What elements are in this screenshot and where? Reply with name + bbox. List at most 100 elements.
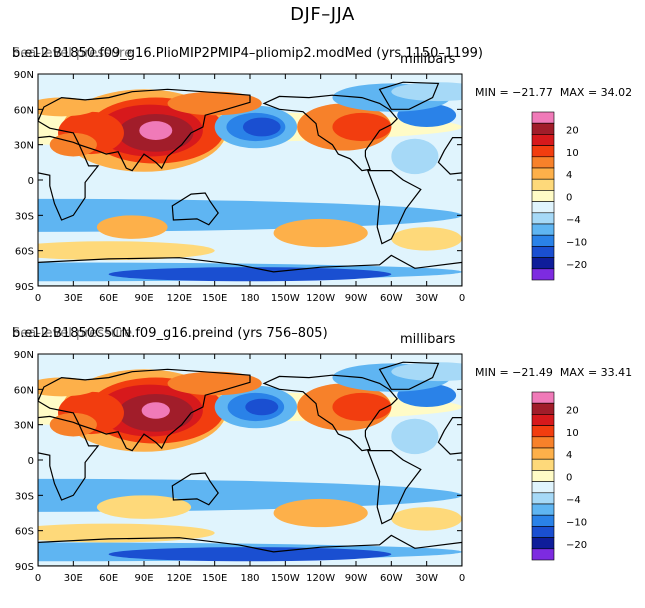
field-contour: [139, 121, 173, 140]
colorbar-swatch: [531, 548, 555, 561]
field-contour: [38, 172, 462, 192]
x-tick-label: 90W: [345, 293, 368, 304]
colorbar-swatch: [531, 223, 555, 236]
field-contour: [273, 498, 368, 528]
panel-title-case: b.e12.B1850.f09_g16.PlioMIP2: [12, 46, 210, 61]
panel-bottom: b.e12.B1850C5CN.f09_g16.preind (yrs 756–…: [0, 324, 645, 604]
min-label: MIN = −21.77: [475, 86, 553, 99]
coastline: [262, 374, 399, 452]
colorbar-swatch: [531, 111, 555, 124]
colorbar-label: −10: [566, 517, 587, 528]
y-tick-label: 90N: [14, 350, 34, 361]
colorbar-label: 10: [566, 428, 579, 439]
panel-units: millibars: [400, 332, 456, 347]
colorbar-swatch: [531, 414, 555, 426]
y-tick-label: 30N: [14, 421, 34, 432]
colorbar-swatch: [531, 268, 555, 281]
colorbar-label: −4: [566, 495, 581, 506]
panel-units: millibars: [400, 52, 456, 67]
map-plot: 0 30E 60E 90E 120E 150E 180 150W 120W 90W 60W 30W 09…: [14, 350, 587, 584]
field-contour: [38, 523, 215, 543]
panel-title-left: b.e12.B1850C5CN.f09_g16.preind (yrs 756–…: [12, 326, 328, 341]
colorbar-swatch: [531, 447, 555, 460]
colorbar-label: 4: [566, 450, 572, 461]
panel-top: b.e12.B1850.f09_g16.PlioMIP2PMIP4–pliomi…: [0, 44, 645, 324]
x-tick-label: 60E: [99, 293, 118, 304]
y-tick-label: 60N: [14, 385, 34, 396]
x-tick-label: 150W: [271, 293, 300, 304]
field-contour: [332, 112, 392, 142]
x-tick-label: 120W: [306, 573, 335, 584]
colorbar-swatch: [531, 436, 555, 449]
field-contour: [167, 371, 262, 396]
field-contour: [391, 507, 462, 531]
field-contour: [38, 452, 462, 472]
field-contour: [332, 392, 392, 422]
y-tick-label: 30S: [15, 491, 34, 502]
x-tick-label: 150E: [202, 293, 227, 304]
field-contour: [108, 267, 392, 282]
coastline: [262, 94, 399, 172]
field-contour: [38, 241, 215, 261]
colorbar-swatch: [531, 503, 555, 516]
coastline: [437, 137, 462, 175]
field-layer: [38, 354, 462, 566]
figure: DJF–JJA b.e12.B1850.f09_g16.PlioMIP2PMIP…: [0, 4, 645, 584]
y-tick-label: 90S: [15, 282, 34, 293]
colorbar-swatch: [531, 156, 555, 169]
colorbar-label: 20: [566, 125, 579, 136]
x-tick-label: 60W: [380, 573, 403, 584]
map-plot: 0 30E 60E 90E 120E 150E 180 150W 120W 90W 60W 30W 09…: [14, 70, 587, 304]
panel-title-variable: Sea-level pressure: [12, 326, 133, 341]
colorbar-swatch: [531, 425, 555, 438]
panel-title-run: PMIP4–pliomip2.modMed (yrs 1150–1199): [209, 46, 484, 61]
coastline: [38, 534, 462, 566]
colorbar-swatch: [531, 481, 555, 494]
figure-title: DJF–JJA: [290, 4, 355, 25]
coastline: [38, 88, 251, 172]
colorbar-swatch: [531, 234, 555, 247]
coastline: [366, 450, 422, 525]
field-contour: [245, 398, 279, 416]
x-tick-label: 30W: [415, 293, 438, 304]
colorbar-swatch: [531, 212, 555, 225]
colorbar-swatch: [531, 526, 555, 538]
colorbar-swatch: [531, 167, 555, 180]
colorbar-swatch: [531, 402, 555, 415]
field-contour: [108, 547, 392, 562]
y-tick-label: 60S: [15, 527, 34, 538]
x-tick-label: 0: [459, 573, 465, 584]
colorbar-label: 10: [566, 148, 579, 159]
x-tick-label: 90E: [134, 293, 153, 304]
colorbar-swatch: [531, 134, 555, 146]
coastline: [378, 361, 440, 390]
x-tick-label: 90W: [345, 573, 368, 584]
y-tick-label: 90S: [15, 562, 34, 573]
x-tick-label: 120W: [306, 293, 335, 304]
field-contour: [391, 227, 462, 251]
x-tick-label: 0: [35, 293, 41, 304]
y-tick-label: 60N: [14, 105, 34, 116]
max-label: MAX = 33.41: [559, 366, 633, 379]
max-label: MAX = 34.02: [559, 86, 633, 99]
colorbar-label: −20: [566, 260, 587, 271]
x-tick-label: 150E: [202, 573, 227, 584]
colorbar-label: −4: [566, 215, 581, 226]
field-contour: [96, 215, 168, 239]
field-contour: [49, 132, 97, 157]
coastline: [366, 170, 422, 245]
coastline: [38, 368, 251, 452]
colorbar-label: 20: [566, 405, 579, 416]
panel-title-case: b.e12.B1850C5CN.f09_g16.preind (yrs 756–…: [12, 326, 328, 341]
x-tick-label: 120E: [167, 573, 192, 584]
coastline: [38, 135, 100, 221]
field-contour: [141, 402, 170, 419]
x-tick-label: 30E: [64, 293, 83, 304]
field-contour: [391, 82, 462, 102]
coastline: [378, 81, 440, 110]
x-tick-label: 90E: [134, 573, 153, 584]
min-label: MIN = −21.49: [475, 366, 553, 379]
field-contour: [273, 218, 368, 248]
x-tick-label: 0: [35, 573, 41, 584]
field-contour: [391, 138, 439, 175]
